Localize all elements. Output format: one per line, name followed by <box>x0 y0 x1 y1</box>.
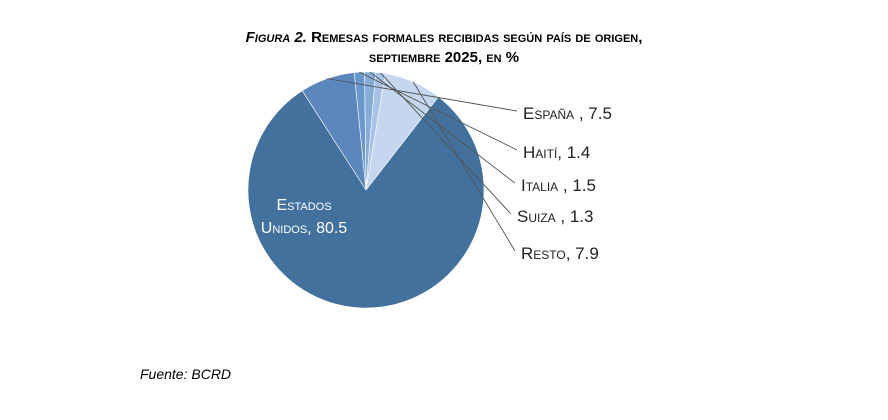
leader-line-resto <box>412 81 516 252</box>
slice-label-estados-unidos: Estados Unidos, 80.5 <box>261 197 348 237</box>
slice-label-españa: España , 7.5 <box>523 104 612 123</box>
slice-labels: Estados Unidos, 80.5 España , 7.5 Haití, 1.… <box>261 104 612 263</box>
leader-line-haití <box>359 71 518 151</box>
slice-label-suiza: Suiza , 1.3 <box>517 207 593 226</box>
leader-line-españa <box>327 78 518 112</box>
slice-label-italia: Italia , 1.5 <box>521 176 596 195</box>
slice-label-resto: Resto, 7.9 <box>521 244 599 263</box>
slice-label-haití: Haití, 1.4 <box>523 143 590 162</box>
title-line-2: septiembre 2025, en % <box>368 49 520 66</box>
leader-line-italia <box>369 71 516 184</box>
source-note: Fuente: BCRD <box>140 366 232 382</box>
figure-number: Figura 2. <box>245 29 307 46</box>
pie-slices <box>247 71 485 309</box>
title-line-1: Remesas formales recibidas según país de… <box>311 29 643 46</box>
leader-lines <box>327 71 518 252</box>
leader-line-suiza <box>380 72 512 215</box>
chart-title: Figura 2. Remesas formales recibidas seg… <box>0 28 888 68</box>
pie-slice-estados-unidos <box>247 90 485 309</box>
